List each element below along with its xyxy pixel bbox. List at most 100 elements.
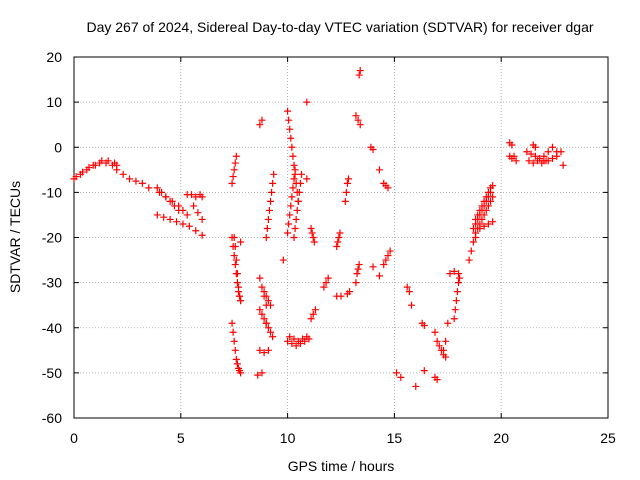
data-point — [179, 220, 187, 228]
x-axis-label: GPS time / hours — [288, 458, 395, 474]
data-point — [484, 220, 492, 228]
data-point — [310, 238, 318, 246]
data-point — [258, 369, 266, 377]
data-point — [476, 224, 484, 232]
data-point — [309, 310, 317, 318]
data-point — [478, 215, 486, 223]
data-point — [264, 346, 272, 354]
data-point — [264, 215, 272, 223]
data-point — [234, 283, 242, 291]
data-point — [454, 279, 462, 287]
data-point — [440, 346, 448, 354]
data-point — [307, 315, 315, 323]
data-point — [456, 274, 464, 282]
data-point — [380, 261, 388, 269]
data-point — [393, 369, 401, 377]
data-point — [531, 152, 539, 160]
data-point — [307, 224, 315, 232]
data-point — [256, 121, 264, 129]
data-point — [256, 274, 264, 282]
data-point — [467, 247, 475, 255]
data-point — [269, 179, 277, 187]
data-point — [355, 71, 363, 79]
data-point — [324, 274, 332, 282]
data-point — [474, 211, 482, 219]
y-axis-label: SDTVAR / TECUs — [7, 181, 23, 293]
data-point — [190, 202, 198, 210]
data-point — [308, 229, 316, 237]
data-point — [352, 112, 360, 120]
x-tick-label: 0 — [70, 430, 78, 446]
data-point — [267, 328, 275, 336]
data-point — [286, 211, 294, 219]
data-point — [173, 218, 181, 226]
data-point — [375, 166, 383, 174]
data-point — [293, 206, 301, 214]
data-point — [412, 382, 420, 390]
data-point — [487, 197, 495, 205]
data-point — [237, 297, 245, 305]
data-point — [192, 227, 200, 235]
data-point — [237, 369, 245, 377]
data-point — [230, 337, 238, 345]
data-point — [442, 337, 450, 345]
data-point — [231, 243, 239, 251]
data-point — [397, 373, 405, 381]
y-tick-label: -20 — [42, 230, 62, 246]
data-point — [260, 349, 268, 357]
data-point — [260, 288, 268, 296]
data-point — [289, 152, 297, 160]
data-point — [229, 173, 237, 181]
data-point — [472, 215, 480, 223]
data-point — [442, 353, 450, 361]
data-point — [91, 161, 99, 169]
data-point — [356, 121, 364, 129]
data-point — [288, 340, 296, 348]
data-point — [198, 215, 206, 223]
data-points — [70, 67, 567, 390]
data-point — [263, 224, 271, 232]
data-point — [294, 197, 302, 205]
data-point — [233, 360, 241, 368]
data-point — [233, 270, 241, 278]
data-point — [119, 170, 127, 178]
data-point — [111, 159, 119, 167]
data-point — [548, 155, 556, 163]
data-point — [480, 222, 488, 230]
data-point — [525, 157, 533, 165]
data-point — [289, 184, 297, 192]
data-point — [386, 247, 394, 255]
data-point — [343, 179, 351, 187]
data-point — [303, 333, 311, 341]
y-tick-label: -60 — [42, 410, 62, 426]
data-point — [557, 148, 565, 156]
data-point — [435, 342, 443, 350]
data-point — [484, 188, 492, 196]
chart-title: Day 267 of 2024, Sidereal Day-to-day VTE… — [86, 19, 593, 35]
data-point — [433, 376, 441, 384]
data-point — [299, 335, 307, 343]
data-point — [284, 337, 292, 345]
data-point — [405, 288, 413, 296]
data-point — [254, 371, 262, 379]
data-point — [480, 197, 488, 205]
data-point — [341, 197, 349, 205]
data-point — [194, 209, 202, 217]
data-point — [268, 188, 276, 196]
data-point — [267, 197, 275, 205]
data-point — [384, 184, 392, 192]
data-point — [230, 252, 238, 260]
data-point — [444, 319, 452, 327]
data-point — [482, 193, 490, 201]
data-point — [262, 292, 270, 300]
data-point — [309, 234, 317, 241]
data-point — [482, 206, 490, 214]
data-point — [228, 179, 236, 187]
data-point — [145, 184, 153, 192]
data-point — [489, 218, 497, 226]
data-point — [258, 116, 266, 124]
data-point — [138, 179, 146, 187]
data-point — [168, 197, 176, 205]
data-point — [287, 134, 295, 142]
